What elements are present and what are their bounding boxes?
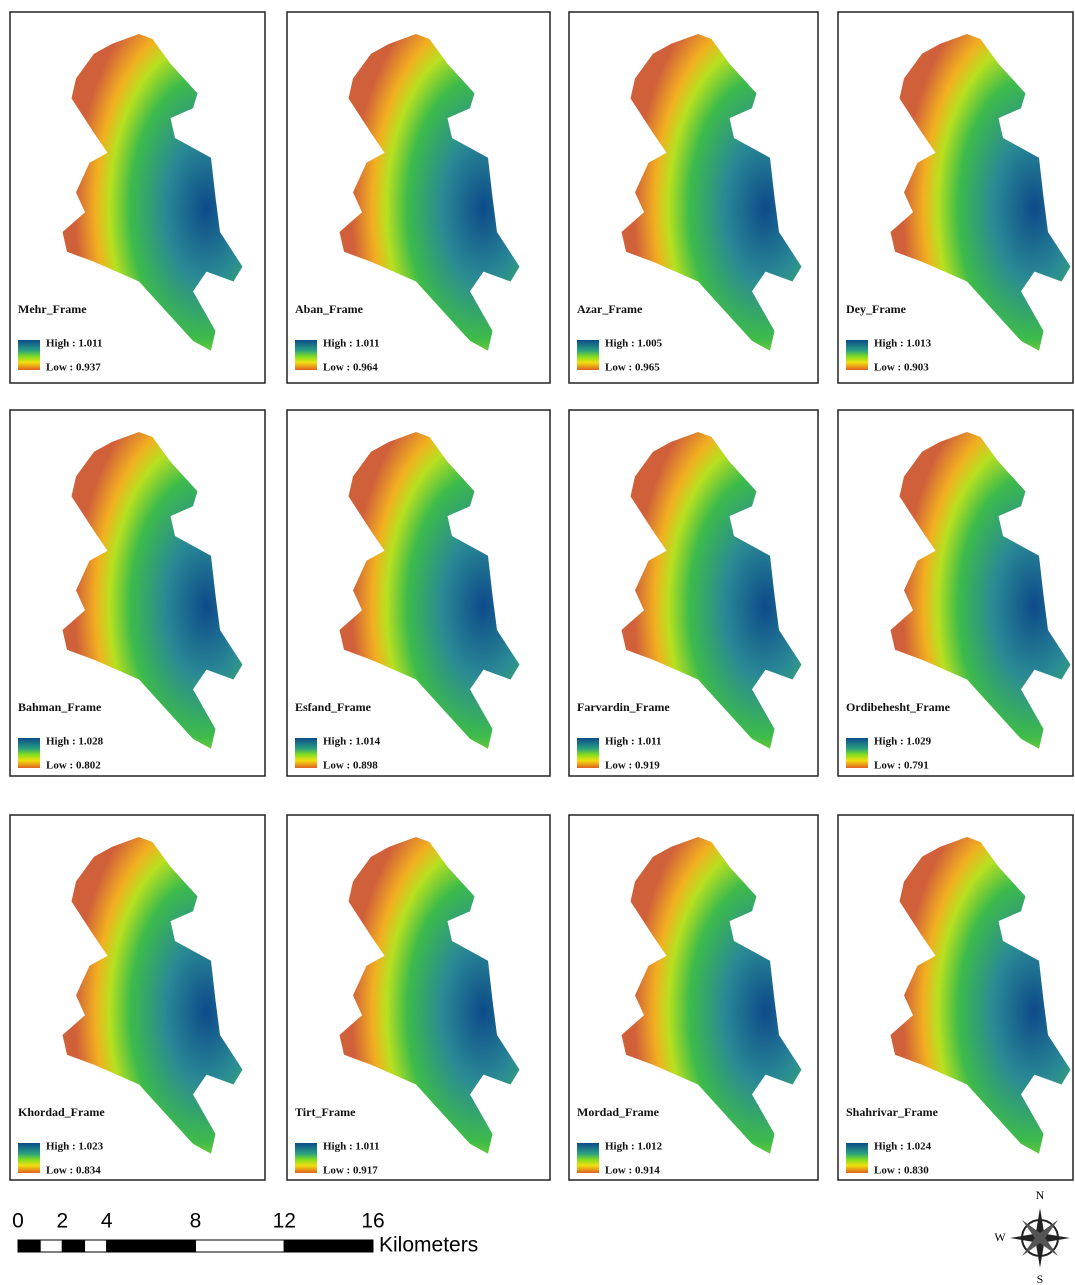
legend-low: Low : 0.903	[874, 362, 929, 374]
legend-low: Low : 0.834	[46, 1165, 101, 1177]
map-panel: Bahman_Frame High : 1.028 Low : 0.802	[10, 410, 265, 776]
scale-segment	[107, 1240, 196, 1252]
panel-title: Dey_Frame	[846, 302, 907, 316]
scale-segment	[40, 1240, 62, 1252]
legend-low: Low : 0.791	[874, 760, 929, 772]
legend-high: High : 1.023	[46, 1141, 104, 1153]
panel-title: Azar_Frame	[577, 302, 643, 316]
panel-title: Khordad_Frame	[18, 1105, 105, 1119]
panel-title: Mordad_Frame	[577, 1105, 660, 1119]
scale-tick-label: 12	[273, 1210, 296, 1233]
legend-high: High : 1.014	[323, 736, 381, 748]
legend-ramp	[18, 1143, 40, 1173]
map-panel: Mordad_Frame High : 1.012 Low : 0.914	[569, 815, 818, 1180]
scale-unit: Kilometers	[379, 1234, 478, 1257]
panel-title: Farvardin_Frame	[577, 700, 670, 714]
legend-low: Low : 0.917	[323, 1165, 378, 1177]
legend-ramp	[846, 340, 868, 370]
legend-ramp	[577, 1143, 599, 1173]
panel-title: Ordibehesht_Frame	[846, 700, 951, 714]
legend-high: High : 1.011	[46, 338, 103, 350]
legend-low: Low : 0.914	[605, 1165, 660, 1177]
map-panel: Khordad_Frame High : 1.023 Low : 0.834	[10, 815, 265, 1180]
compass-west: W	[994, 1230, 1006, 1244]
scale-segment	[196, 1240, 285, 1252]
legend-high: High : 1.011	[323, 338, 380, 350]
legend-low: Low : 0.898	[323, 760, 378, 772]
scale-segment	[284, 1240, 373, 1252]
legend-ramp	[295, 340, 317, 370]
legend-ramp	[846, 738, 868, 768]
scale-segment	[18, 1240, 40, 1252]
scale-tick-label: 2	[57, 1210, 69, 1233]
scale-tick-label: 16	[361, 1210, 384, 1233]
map-panel: Shahrivar_Frame High : 1.024 Low : 0.830	[838, 815, 1073, 1180]
legend-low: Low : 0.937	[46, 362, 101, 374]
legend-high: High : 1.012	[605, 1141, 663, 1153]
legend-high: High : 1.005	[605, 338, 663, 350]
legend-low: Low : 0.919	[605, 760, 660, 772]
legend-high: High : 1.029	[874, 736, 932, 748]
map-panel: Mehr_Frame High : 1.011 Low : 0.937	[10, 12, 265, 383]
map-panel: Azar_Frame High : 1.005 Low : 0.965	[569, 12, 818, 383]
scale-tick-label: 8	[190, 1210, 202, 1233]
legend-high: High : 1.011	[323, 1141, 380, 1153]
scale-segment	[85, 1240, 107, 1252]
legend-ramp	[577, 738, 599, 768]
legend-high: High : 1.011	[605, 736, 662, 748]
legend-ramp	[577, 340, 599, 370]
map-panel: Tirt_Frame High : 1.011 Low : 0.917	[287, 815, 550, 1180]
scale-tick-label: 4	[101, 1210, 113, 1233]
map-panel: Dey_Frame High : 1.013 Low : 0.903	[838, 12, 1073, 383]
map-figure: N W S Mehr_Frame High : 1.011 Low : 0.937 A…	[0, 0, 1075, 1285]
compass-north: N	[1036, 1188, 1045, 1202]
legend-low: Low : 0.964	[323, 362, 378, 374]
map-panel: Esfand_Frame High : 1.014 Low : 0.898	[287, 410, 550, 776]
legend-high: High : 1.024	[874, 1141, 932, 1153]
panel-title: Aban_Frame	[295, 302, 364, 316]
map-panel: Ordibehesht_Frame High : 1.029 Low : 0.791	[838, 410, 1073, 776]
panel-title: Bahman_Frame	[18, 700, 102, 714]
panel-title: Shahrivar_Frame	[846, 1105, 939, 1119]
legend-ramp	[295, 738, 317, 768]
map-panel: Farvardin_Frame High : 1.011 Low : 0.919	[569, 410, 818, 776]
map-panel: Aban_Frame High : 1.011 Low : 0.964	[287, 12, 550, 383]
legend-high: High : 1.013	[874, 338, 932, 350]
legend-low: Low : 0.965	[605, 362, 660, 374]
panel-title: Tirt_Frame	[295, 1105, 356, 1119]
compass-rose: N W S	[994, 1188, 1070, 1285]
legend-low: Low : 0.802	[46, 760, 101, 772]
scale-segment	[62, 1240, 84, 1252]
legend-ramp	[295, 1143, 317, 1173]
legend-ramp	[18, 738, 40, 768]
panel-title: Mehr_Frame	[18, 302, 87, 316]
legend-high: High : 1.028	[46, 736, 104, 748]
compass-south: S	[1037, 1272, 1044, 1285]
legend-low: Low : 0.830	[874, 1165, 929, 1177]
legend-ramp	[846, 1143, 868, 1173]
scale-tick-label: 0	[12, 1210, 24, 1233]
panel-title: Esfand_Frame	[295, 700, 372, 714]
legend-ramp	[18, 340, 40, 370]
figure-canvas: N W S Mehr_Frame High : 1.011 Low : 0.937 A…	[0, 0, 1075, 1285]
